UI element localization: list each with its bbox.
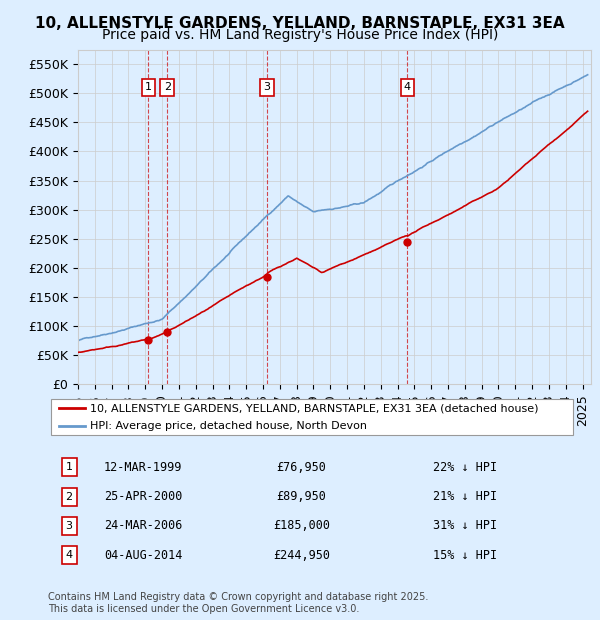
Text: 04-AUG-2014: 04-AUG-2014: [104, 549, 182, 562]
Text: 10, ALLENSTYLE GARDENS, YELLAND, BARNSTAPLE, EX31 3EA (detached house): 10, ALLENSTYLE GARDENS, YELLAND, BARNSTA…: [90, 403, 539, 413]
Text: £89,950: £89,950: [277, 490, 326, 503]
Text: 31% ↓ HPI: 31% ↓ HPI: [433, 520, 497, 533]
Text: 2: 2: [164, 82, 171, 92]
Text: 1: 1: [145, 82, 152, 92]
Text: £244,950: £244,950: [273, 549, 330, 562]
Text: 4: 4: [404, 82, 411, 92]
Text: 1: 1: [65, 463, 73, 472]
FancyBboxPatch shape: [50, 399, 573, 435]
Text: HPI: Average price, detached house, North Devon: HPI: Average price, detached house, Nort…: [90, 421, 367, 431]
Text: 15% ↓ HPI: 15% ↓ HPI: [433, 549, 497, 562]
Text: 3: 3: [263, 82, 271, 92]
Text: £185,000: £185,000: [273, 520, 330, 533]
Text: 3: 3: [65, 521, 73, 531]
Text: 12-MAR-1999: 12-MAR-1999: [104, 461, 182, 474]
Text: 2: 2: [65, 492, 73, 502]
Text: £76,950: £76,950: [277, 461, 326, 474]
Text: 10, ALLENSTYLE GARDENS, YELLAND, BARNSTAPLE, EX31 3EA: 10, ALLENSTYLE GARDENS, YELLAND, BARNSTA…: [35, 16, 565, 30]
Text: 4: 4: [65, 551, 73, 560]
Text: Contains HM Land Registry data © Crown copyright and database right 2025.
This d: Contains HM Land Registry data © Crown c…: [48, 592, 428, 614]
Text: 22% ↓ HPI: 22% ↓ HPI: [433, 461, 497, 474]
Text: Price paid vs. HM Land Registry's House Price Index (HPI): Price paid vs. HM Land Registry's House …: [102, 28, 498, 42]
Text: 24-MAR-2006: 24-MAR-2006: [104, 520, 182, 533]
Text: 21% ↓ HPI: 21% ↓ HPI: [433, 490, 497, 503]
Text: 25-APR-2000: 25-APR-2000: [104, 490, 182, 503]
